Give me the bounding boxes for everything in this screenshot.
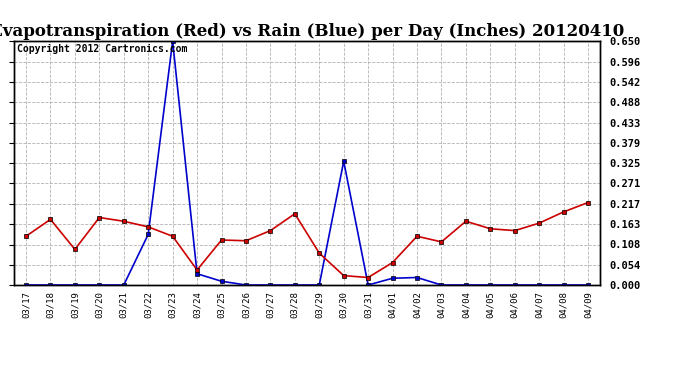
Title: Evapotranspiration (Red) vs Rain (Blue) per Day (Inches) 20120410: Evapotranspiration (Red) vs Rain (Blue) … <box>0 23 624 40</box>
Text: Copyright 2012 Cartronics.com: Copyright 2012 Cartronics.com <box>17 44 187 54</box>
